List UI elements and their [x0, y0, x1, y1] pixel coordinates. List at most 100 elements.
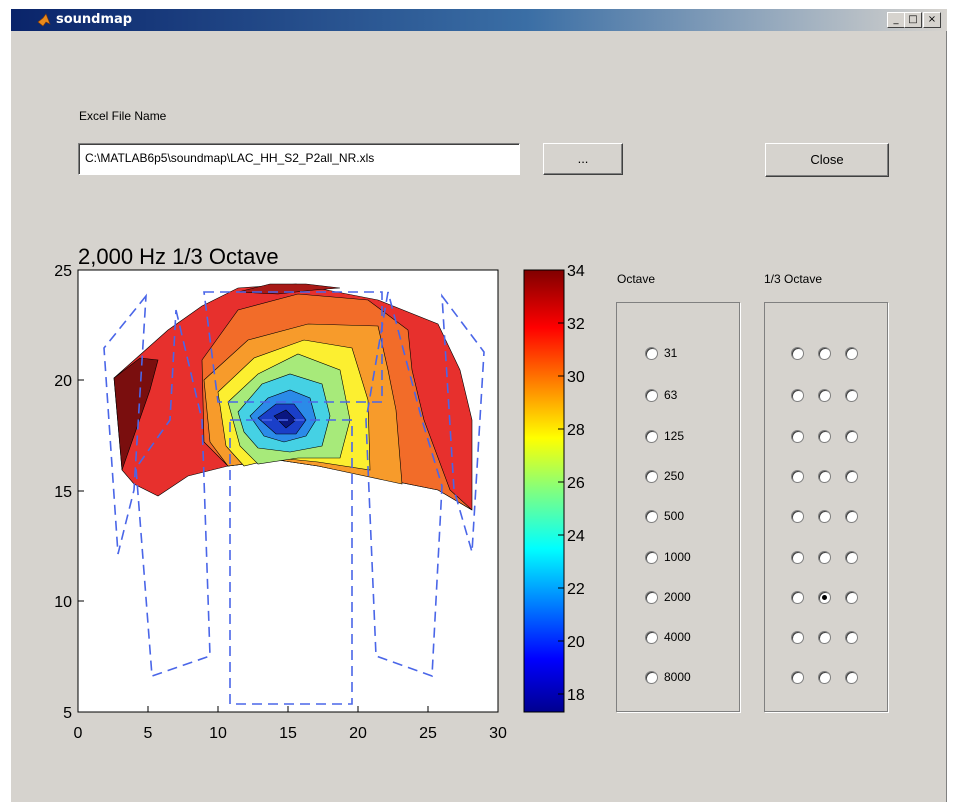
octave-group-label: Octave: [617, 272, 656, 286]
colorbar-tick-label: 22: [567, 581, 585, 598]
radio-button[interactable]: [645, 429, 658, 443]
octave-option[interactable]: 31: [645, 346, 677, 360]
radio-button[interactable]: [645, 630, 658, 644]
window-title: soundmap: [56, 12, 133, 27]
contour-plot: 2,000 Hz 1/3 Octave 0 5 10 15 20 25 30 5: [54, 244, 507, 738]
excel-file-field[interactable]: [78, 143, 521, 175]
third-octave-radio[interactable]: [791, 631, 804, 644]
maximize-button[interactable]: □: [904, 12, 922, 28]
octave-option[interactable]: 4000: [645, 630, 691, 644]
colorbar-tick-label: 26: [567, 475, 585, 492]
octave-option[interactable]: 1000: [645, 550, 691, 564]
x-tick-label: 25: [419, 725, 437, 738]
colorbar-gradient: [523, 269, 565, 713]
octave-option-label: 2000: [664, 590, 691, 604]
third-octave-radio[interactable]: [818, 347, 831, 360]
octave-option[interactable]: 2000: [645, 590, 691, 604]
y-tick-label: 10: [54, 594, 72, 611]
third-octave-group-label: 1/3 Octave: [764, 272, 823, 286]
third-octave-radio[interactable]: [791, 347, 804, 360]
y-tick-label: 25: [54, 263, 72, 280]
colorbar: 34 32 30 28 26 24 22 20 18: [523, 263, 585, 713]
third-octave-radio[interactable]: [818, 551, 831, 564]
plot-title: 2,000 Hz 1/3 Octave: [78, 244, 279, 269]
octave-option-label: 250: [664, 469, 685, 483]
radio-button[interactable]: [645, 346, 658, 360]
colorbar-tick-label: 34: [567, 263, 585, 280]
octave-option-label: 8000: [664, 670, 691, 684]
radio-button[interactable]: [645, 590, 658, 604]
zone-center: [229, 419, 353, 705]
matlab-icon: [37, 13, 51, 27]
radio-button[interactable]: [645, 469, 658, 483]
x-tick-label: 15: [279, 725, 297, 738]
third-octave-radio[interactable]: [818, 389, 831, 402]
octave-option[interactable]: 63: [645, 388, 677, 402]
zone-left-inner: [135, 309, 211, 678]
third-octave-radio[interactable]: [845, 430, 858, 443]
third-octave-radio[interactable]: [818, 470, 831, 483]
contour-level-32: [237, 283, 341, 295]
colorbar-tick-label: 24: [567, 528, 585, 545]
colorbar-tick-label: 30: [567, 369, 585, 386]
x-tick-label: 5: [144, 725, 153, 738]
excel-file-label: Excel File Name: [79, 109, 167, 123]
colorbar-tick-label: 20: [567, 634, 585, 651]
radio-button[interactable]: [645, 388, 658, 402]
third-octave-radio[interactable]: [791, 591, 804, 604]
third-octave-radio[interactable]: [791, 671, 804, 684]
third-octave-radio[interactable]: [818, 631, 831, 644]
excel-file-input[interactable]: [79, 144, 521, 172]
contour-level-34: [113, 357, 159, 471]
third-octave-radio[interactable]: [791, 551, 804, 564]
octave-option-label: 31: [664, 346, 678, 360]
third-octave-group: [764, 302, 888, 712]
third-octave-radio[interactable]: [818, 510, 831, 523]
radio-button[interactable]: [645, 550, 658, 564]
close-button[interactable]: Close: [765, 143, 889, 177]
y-tick-label: 20: [54, 373, 72, 390]
zone-outlines: [103, 291, 485, 705]
x-tick-label: 30: [489, 725, 507, 738]
octave-option-label: 500: [664, 509, 685, 523]
octave-option[interactable]: 250: [645, 469, 684, 483]
third-octave-radio[interactable]: [845, 591, 858, 604]
third-octave-radio[interactable]: [818, 591, 831, 604]
third-octave-radio[interactable]: [845, 671, 858, 684]
y-tick-label: 5: [63, 705, 72, 722]
third-octave-radio[interactable]: [845, 347, 858, 360]
colorbar-tick-label: 32: [567, 316, 585, 333]
minimize-button[interactable]: _: [887, 12, 905, 28]
octave-option-label: 4000: [664, 630, 691, 644]
third-octave-radio[interactable]: [845, 510, 858, 523]
third-octave-radio[interactable]: [791, 430, 804, 443]
octave-option-label: 1000: [664, 550, 691, 564]
zone-right-inner: [365, 291, 443, 678]
octave-option[interactable]: 500: [645, 509, 684, 523]
radio-button[interactable]: [645, 509, 658, 523]
third-octave-radio[interactable]: [845, 551, 858, 564]
third-octave-radio[interactable]: [845, 631, 858, 644]
third-octave-radio[interactable]: [791, 510, 804, 523]
third-octave-radio[interactable]: [845, 470, 858, 483]
radio-button[interactable]: [645, 670, 658, 684]
third-octave-radio[interactable]: [791, 389, 804, 402]
third-octave-radio[interactable]: [818, 671, 831, 684]
colorbar-tick-label: 28: [567, 422, 585, 439]
title-bar: soundmap _ □ ×: [11, 9, 947, 31]
zone-top: [203, 291, 383, 403]
octave-option[interactable]: 125: [645, 429, 684, 443]
third-octave-radio[interactable]: [845, 389, 858, 402]
octave-option-label: 63: [664, 388, 678, 402]
colorbar-tick-label: 18: [567, 687, 585, 704]
octave-option-label: 125: [664, 429, 685, 443]
y-tick-label: 15: [54, 484, 72, 501]
zone-left-outer: [103, 293, 147, 555]
third-octave-radio[interactable]: [791, 470, 804, 483]
browse-button[interactable]: ...: [543, 143, 623, 175]
third-octave-radio[interactable]: [818, 430, 831, 443]
octave-option[interactable]: 8000: [645, 670, 691, 684]
x-tick-label: 20: [349, 725, 367, 738]
close-window-button[interactable]: ×: [923, 12, 941, 28]
x-tick-label: 10: [209, 725, 227, 738]
